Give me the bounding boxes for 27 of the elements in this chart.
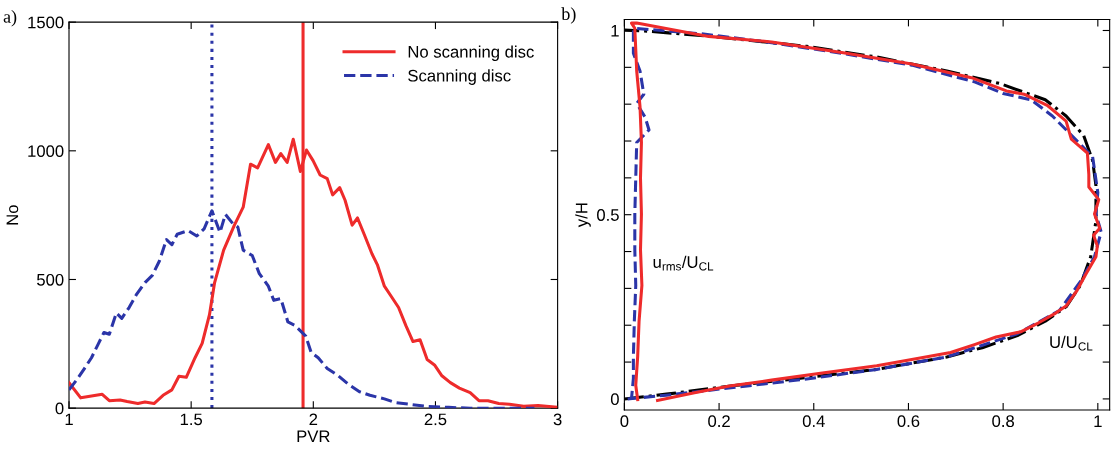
y-tick-label: 0	[610, 393, 619, 406]
x-tick-label: 3	[553, 413, 562, 426]
x-tick-label: 0.4	[802, 415, 825, 428]
y-axis-title: No	[6, 205, 19, 225]
annotation: U/U$_{CL}$	[1050, 335, 1093, 351]
x-tick-label: 0.2	[708, 415, 730, 428]
chart-title: b)	[561, 7, 576, 24]
y-tick-label: 1	[611, 25, 619, 37]
legend-label: No scanning disc	[408, 45, 534, 62]
x-tick-label: 1.5	[180, 413, 203, 426]
chart-title: a)	[3, 10, 17, 27]
x-tick-label: 0	[620, 415, 629, 428]
x-tick-label: 1	[65, 413, 73, 426]
y-tick-label: 0	[55, 402, 64, 415]
y-tick-label: 1500	[28, 16, 64, 29]
y-axis-title: y/H	[575, 203, 591, 228]
legend-label: Scanning disc	[408, 69, 511, 85]
y-tick-label: 0.5	[597, 209, 619, 221]
x-tick-label: 2.5	[424, 413, 447, 426]
y-tick-label: 500	[37, 273, 64, 286]
x-tick-label: 0.6	[897, 415, 920, 428]
x-axis-title: PVR	[297, 430, 330, 443]
x-tick-label: 2	[309, 413, 318, 426]
annotation: u$_{rms}$/U$_{CL}$	[653, 255, 714, 271]
y-tick-label: 1000	[28, 145, 64, 158]
x-tick-label: 0.8	[992, 415, 1014, 428]
x-tick-label: 1	[1094, 415, 1102, 427]
